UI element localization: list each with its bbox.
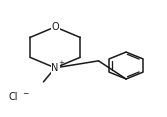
Text: Cl: Cl bbox=[8, 92, 18, 102]
Text: +: + bbox=[58, 60, 64, 66]
Text: N: N bbox=[51, 63, 59, 73]
Text: O: O bbox=[51, 22, 59, 32]
Text: −: − bbox=[22, 89, 28, 98]
